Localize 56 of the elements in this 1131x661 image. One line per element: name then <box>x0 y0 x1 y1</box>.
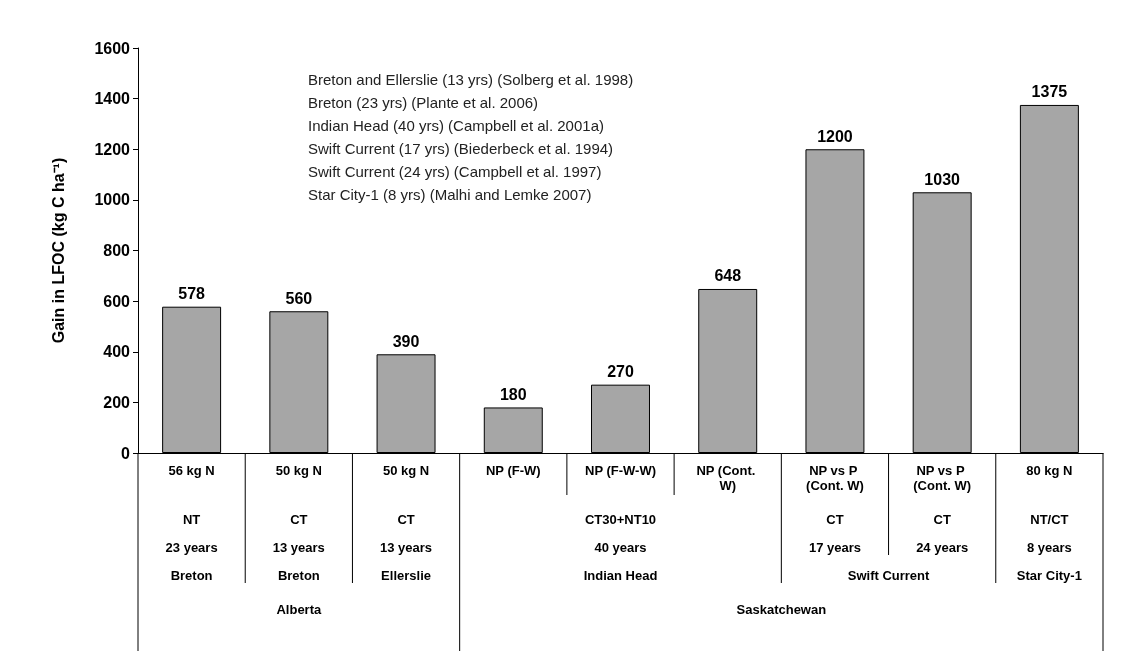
text: Alberta <box>276 602 322 617</box>
x-tick-label: 50 kg N <box>382 463 430 478</box>
text: 8 years <box>1026 540 1072 555</box>
y-tick-label: 1400 <box>94 90 131 108</box>
text: CT30+NT10 <box>584 512 657 527</box>
annotation: Indian Head (40 yrs) (Campbell et al. 2001a) <box>308 117 604 134</box>
y-tick-label: 800 <box>103 242 131 259</box>
x-tick-label: 56 kg N <box>168 463 215 478</box>
annotation: Star City-1 (8 yrs) (Malhi and Lemke 2007) <box>308 186 592 203</box>
x-tick-label: NP (F-W-W) <box>585 463 656 478</box>
text: 13 years <box>380 540 433 555</box>
y-tick-label: 0 <box>121 444 131 462</box>
y-tick-label: 1600 <box>94 39 131 57</box>
y-tick-label: 400 <box>103 343 131 361</box>
data-label: 648 <box>714 267 742 285</box>
text: Swift Current <box>847 568 931 583</box>
data-label: 578 <box>178 285 206 303</box>
x-tick-label: NP (Cont. W) <box>696 463 760 493</box>
y-tick-label: 600 <box>103 292 131 310</box>
text: Breton <box>170 568 213 583</box>
text: CT <box>826 512 844 527</box>
data-label: 1030 <box>924 170 961 188</box>
text: Ellerslie <box>381 568 431 583</box>
data-label: 390 <box>392 332 420 350</box>
text: Star City-1 <box>1016 568 1082 583</box>
x-tick-label: 50 kg N <box>275 463 322 478</box>
text: NT <box>182 512 201 527</box>
annotation: Breton and Ellerslie (13 yrs) (Solberg et al. 1998) <box>308 71 634 88</box>
text: 24 years <box>916 540 969 555</box>
text: CT <box>290 512 308 527</box>
x-tick-label: NP vs P (Cont. W) <box>913 463 972 493</box>
x-tick-label: NP (F-W) <box>485 463 541 478</box>
y-tick-label: 200 <box>103 393 131 411</box>
text: Indian Head <box>583 568 658 583</box>
data-label: 1375 <box>1031 83 1068 101</box>
data-label: 1200 <box>817 127 853 145</box>
text: Saskatchewan <box>736 602 827 617</box>
data-label: 270 <box>607 363 634 381</box>
data-label: 560 <box>285 289 313 307</box>
text: 23 years <box>165 540 218 555</box>
text: CT <box>397 512 415 527</box>
text: 40 years <box>594 540 647 555</box>
y-tick-label: 1000 <box>94 191 131 209</box>
text: Breton <box>277 568 320 583</box>
data-label: 180 <box>499 385 527 403</box>
x-tick-label: 80 kg N <box>1026 463 1073 478</box>
text: NT/CT <box>1030 512 1069 527</box>
y-tick-label: 1200 <box>94 140 131 158</box>
annotation: Breton (23 yrs) (Plante et al. 2006) <box>308 94 539 111</box>
text: 17 years <box>808 540 861 555</box>
annotation: Swift Current (24 yrs) (Campbell et al. 1997) <box>308 163 602 180</box>
x-tick-label: NP vs P (Cont. W) <box>806 463 864 493</box>
text: 13 years <box>272 540 325 555</box>
annotation: Swift Current (17 yrs) (Biederbeck et al. 1994) <box>308 140 614 157</box>
text: CT <box>933 512 951 527</box>
y-axis-title: Gain in LFOC (kg C ha⁻¹) <box>49 157 67 344</box>
